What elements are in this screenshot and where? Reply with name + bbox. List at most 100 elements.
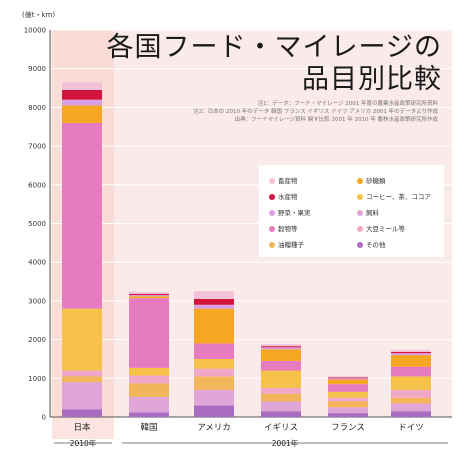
y-tick-label: 5000 [28,220,46,228]
legend-swatch [269,178,275,184]
legend-label: 野菜・果実 [278,209,311,217]
bar-segment [391,389,431,398]
bar-segment [261,347,301,350]
y-tick-label: 8000 [28,104,46,112]
bar-segment [328,379,368,385]
bar-segment [328,384,368,392]
legend-swatch [357,194,363,200]
bar-segment [261,370,301,388]
y-tick-label: 10000 [24,27,46,35]
source-note-line-3: 出典：フードマイレージ資料 関す比較 2001 年 2010 年 農林水産政策研… [234,117,438,123]
x-tick-label: 韓国 [140,422,157,433]
bar-segment [62,376,102,383]
bar-segment [62,409,102,417]
bar-segment [62,105,102,123]
legend-swatch [269,226,275,232]
x-tick-label: フランス [331,423,365,433]
legend-label: コーヒー、茶、ココア [366,193,431,201]
legend-label: 大豆ミール等 [366,225,405,233]
bar-segment [328,413,368,417]
bar-segment [129,412,169,417]
legend-swatch [269,194,275,200]
bar-segment [328,377,368,379]
y-tick-label: 7000 [28,143,46,151]
bar-segment [129,296,169,299]
bar-segment [194,291,234,299]
bar-segment [261,411,301,417]
legend-item: その他 [357,239,386,249]
bar-segment [194,368,234,377]
bar-segment [62,99,102,106]
legend-swatch [269,210,275,216]
bar-segment [261,401,301,412]
bar-segment [391,403,431,412]
legend-label: 砂糖類 [366,177,386,185]
x-tick-label: アメリカ [197,423,231,433]
bar-segment [62,370,102,377]
legend-swatch [357,178,363,184]
bar-segment [391,353,431,356]
x-tick-label: ドイツ [398,423,424,433]
bar-segment [129,367,169,376]
bar-segment [194,343,234,359]
legend-swatch [269,242,275,248]
legend-item: 飼料 [357,207,379,217]
bar-segment [62,308,102,371]
legend-label: 油糧種子 [278,241,304,249]
bar-segment [261,393,301,402]
bar-segment [261,387,301,394]
legend-item: コーヒー、茶、ココア [357,191,431,201]
bar-segment [391,351,431,354]
legend-label: 水産物 [278,193,298,201]
bar-segment [129,295,169,297]
bar-segment [194,308,234,344]
legend-swatch [357,210,363,216]
bar-segment [194,389,234,406]
chart-title-line-1: 各国フード・マイレージの [106,32,442,63]
bar-segment [129,375,169,384]
legend-label: 飼料 [366,209,379,217]
bar-segment [194,405,234,417]
bar-segment [328,378,368,380]
bar-segment [328,376,368,378]
bar-segment [62,122,102,309]
legend-item: 砂糖類 [357,175,386,185]
legend-item: 穀物等 [269,223,298,233]
bar-segment [129,383,169,397]
bar-segment [62,89,102,100]
bar-segment [391,366,431,377]
bar-segment [129,396,169,413]
x-tick-label: イギリス [264,423,298,433]
bar-segment [261,360,301,371]
source-note-line-2: 注2：日本の 2010 年のデータ 韓国 フランス イギリス ドイツ アメリカ … [193,109,438,115]
bar-segment [261,344,301,347]
chart-title-line-2: 品目別比較 [302,64,442,95]
bar-segment [328,391,368,398]
y-tick-label: 4000 [28,259,46,267]
chart-legend: 畜産物 砂糖類水産物 コーヒー、茶、ココア野菜・果実 飼料穀物等 大豆ミール等油糧種子 そ… [259,165,444,257]
bar-segment [62,82,102,90]
bar-segment [391,411,431,417]
bar-segment [194,358,234,369]
legend-label: 畜産物 [278,177,298,185]
y-axis-unit-label: (億t・km) [22,11,56,19]
legend-label: 穀物等 [278,225,298,233]
y-tick-label: 2000 [28,336,46,344]
y-tick-label: 3000 [28,297,46,305]
bar-segment [129,293,169,296]
legend-item: 畜産物 [269,175,298,185]
bar-segment [391,397,431,404]
period-label-others: 2001年 [272,438,299,448]
period-label-japan: 2010年 [70,438,97,448]
bar-segment [391,355,431,367]
bar-segment [261,349,301,361]
y-tick-label: 0 [42,414,46,422]
bar-segment [194,304,234,309]
bar-segment [129,291,169,294]
bar-segment [391,350,431,352]
legend-item: 水産物 [269,191,298,201]
y-tick-label: 6000 [28,181,46,189]
x-tick-label: 日本 [73,422,91,433]
bar-segment [194,298,234,305]
